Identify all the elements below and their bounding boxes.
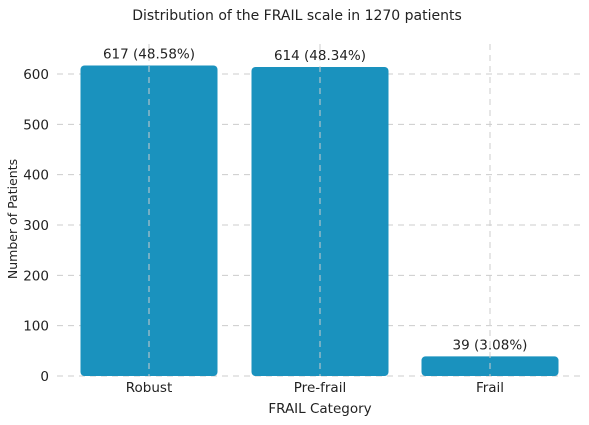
x-ticks: Robust Pre-frail Frail: [126, 380, 504, 396]
y-ticks: 0 100 200 300 400 500 600: [23, 67, 49, 385]
y-tick-label: 300: [23, 218, 49, 234]
data-label: 614 (48.34%): [274, 48, 366, 64]
y-axis-label: Number of Patients: [5, 159, 20, 279]
y-tick-label: 400: [23, 168, 49, 184]
chart-title: Distribution of the FRAIL scale in 1270 …: [132, 8, 462, 24]
y-tick-label: 0: [40, 369, 49, 385]
data-labels: 617 (48.58%) 614 (48.34%) 39 (3.08%): [103, 46, 527, 353]
vertical-grid-lines: [148, 44, 491, 376]
x-tick-label: Pre-frail: [294, 380, 346, 396]
y-tick-label: 500: [23, 117, 49, 133]
data-label: 617 (48.58%): [103, 46, 195, 62]
x-axis-label: FRAIL Category: [268, 401, 371, 417]
x-tick-label: Robust: [126, 380, 173, 396]
y-tick-label: 200: [23, 268, 49, 284]
y-tick-label: 600: [23, 67, 49, 83]
y-tick-label: 100: [23, 319, 49, 335]
data-label: 39 (3.08%): [453, 337, 528, 353]
x-tick-label: Frail: [476, 380, 504, 396]
